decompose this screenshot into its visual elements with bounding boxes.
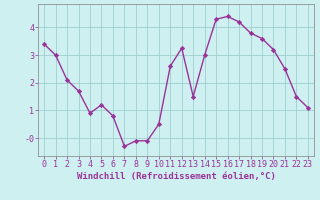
X-axis label: Windchill (Refroidissement éolien,°C): Windchill (Refroidissement éolien,°C) [76,172,276,181]
